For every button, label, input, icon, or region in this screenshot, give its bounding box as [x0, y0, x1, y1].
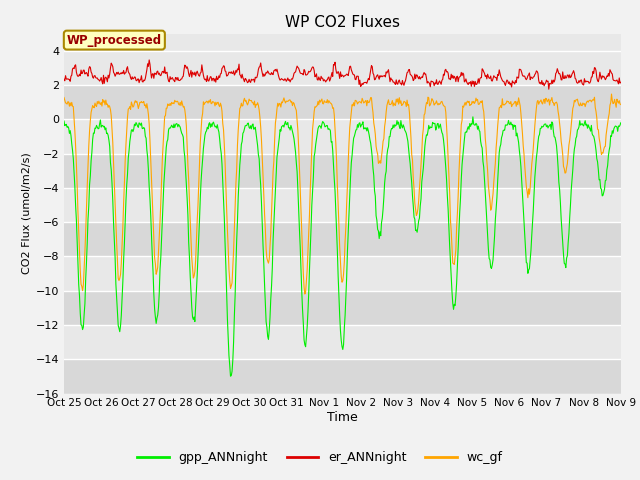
Title: WP CO2 Fluxes: WP CO2 Fluxes [285, 15, 400, 30]
Bar [64, 222, 621, 256]
Bar [64, 120, 621, 154]
Bar [64, 85, 621, 120]
Bar [64, 188, 621, 222]
Legend: gpp_ANNnight, er_ANNnight, wc_gf: gpp_ANNnight, er_ANNnight, wc_gf [132, 446, 508, 469]
Bar [64, 256, 621, 291]
Bar [64, 154, 621, 188]
Bar [64, 291, 621, 325]
Bar [64, 325, 621, 360]
Bar [64, 51, 621, 85]
Bar [64, 360, 621, 394]
Text: WP_processed: WP_processed [67, 34, 162, 47]
Y-axis label: CO2 Flux (umol/m2/s): CO2 Flux (umol/m2/s) [22, 153, 31, 275]
X-axis label: Time: Time [327, 411, 358, 424]
